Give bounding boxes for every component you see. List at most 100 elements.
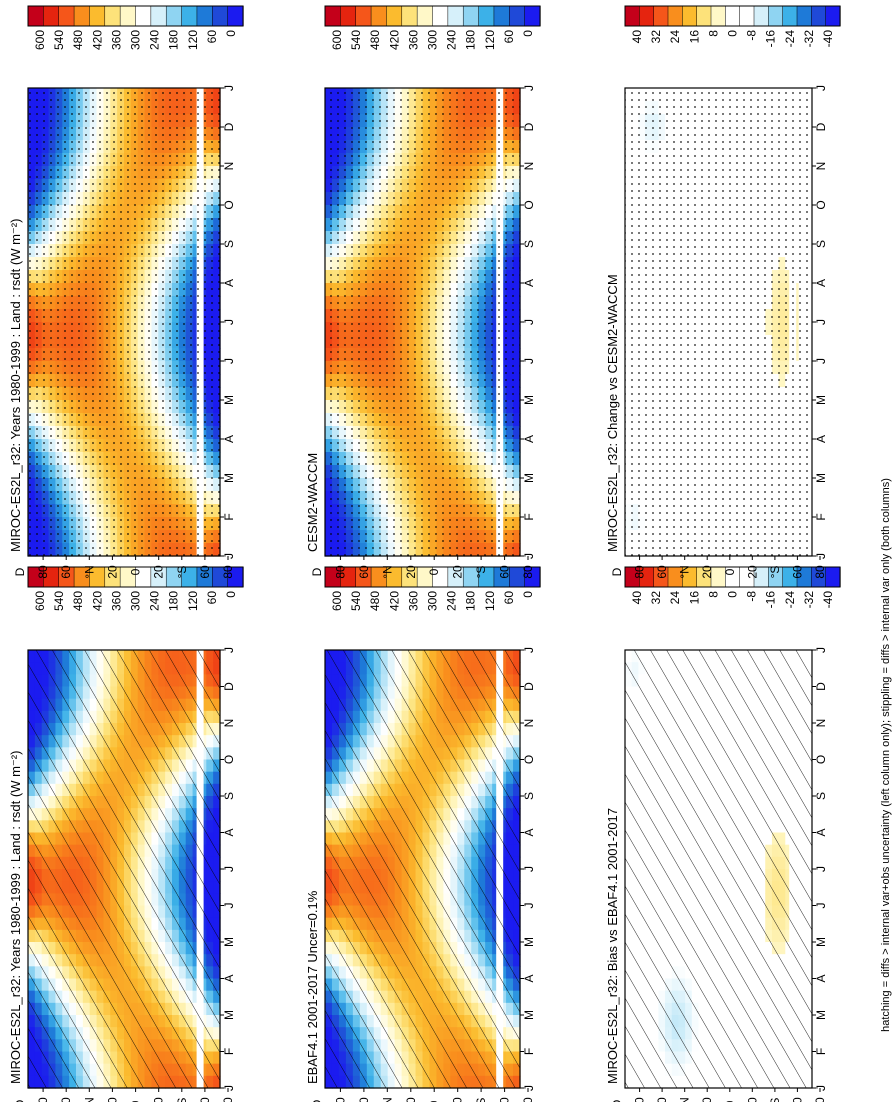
lat-tick-label: 80 [36,1097,50,1102]
month-tick-label: N [522,719,536,728]
panel-title: MIROC-ES2L_r32: Years 1980-1999 : Land :… [8,751,23,1084]
month-tick-label: A [222,974,236,982]
colorbar-swatch [525,6,541,26]
colorbar-swatch [463,6,479,26]
colorbar-label: 180 [464,591,478,611]
month-tick-label: J [222,866,236,872]
colorbar-label: 60 [502,30,516,44]
month-tick-label: J [522,866,536,872]
month-tick-label: S [522,792,536,800]
month-tick-label: J [222,903,236,909]
lat-tick-label: °N [82,1097,96,1102]
colorbar-swatch [151,6,167,26]
colorbar-label: 600 [33,30,47,50]
month-tick-label: J [222,358,236,364]
lat-tick-label: 20 [152,1097,166,1102]
month-tick-label: M [222,1010,236,1020]
colorbar-swatch [105,6,121,26]
month-tick-label: J [522,647,536,653]
panel-title: EBAF4.1 2001-2017 Uncer=0.1% [305,890,320,1084]
month-tick-label: O [222,200,236,209]
month-tick-label: J [522,358,536,364]
lat-tick-label: 20 [404,1097,418,1102]
panel-title: MIROC-ES2L_r32: Years 1980-1999 : Land :… [8,219,23,552]
colorbar-label: 480 [71,30,85,50]
colorbar-label: 480 [71,591,85,611]
lat-tick-label: 60 [498,565,512,579]
month-tick-label: F [222,1048,236,1055]
month-tick-label: M [522,937,536,947]
colorbar-swatch [182,6,198,26]
month-tick-label: D [222,122,236,131]
colorbar-swatch [28,6,44,26]
colorbar-swatch [59,6,75,26]
month-tick-label: A [222,279,236,287]
month-tick-label: M [222,395,236,405]
month-tick-label: D [522,682,536,691]
colorbar-label: 300 [426,591,440,611]
lat-tick-label: 20 [105,1097,119,1102]
colorbar-label: 540 [52,30,66,50]
colorbar-label: 300 [129,30,143,50]
month-tick-label: O [522,200,536,209]
colorbar-swatch [494,6,510,26]
month-tick-label: A [522,974,536,982]
lat-tick-label: °S [474,566,488,579]
colorbar-label: 120 [186,30,200,50]
lat-tick-label: 80 [36,565,50,579]
colorbar-swatch [74,6,90,26]
lat-tick-label: 20 [152,565,166,579]
month-tick-label: F [522,513,536,520]
colorbar-label: 120 [483,30,497,50]
lat-tick-label: 80 [221,565,235,579]
month-tick-label: F [222,513,236,520]
month-tick-label: M [522,395,536,405]
colorbar-label: 0 [521,591,535,598]
lat-tick-label: 20 [105,565,119,579]
month-tick-label: A [222,435,236,443]
colorbar-label: 0 [224,30,238,37]
month-tick-label: S [222,792,236,800]
colorbar-label: 420 [90,30,104,50]
month-tick-label: A [222,828,236,836]
lat-tick-label: 60 [198,565,212,579]
panel-4: D8060°N20020°S6080JFMAMJJASONDJMIROC-ES2… [605,567,840,1102]
colorbar-label: 300 [426,30,440,50]
month-tick-label: J [522,85,536,91]
colorbar-label: 240 [445,30,459,50]
month-tick-label: F [522,1048,536,1055]
colorbar-swatch [325,6,341,26]
lat-tick-label: 80 [521,1097,535,1102]
colorbar-swatch [340,6,356,26]
month-tick-label: N [222,719,236,728]
lat-tick-label: 80 [221,1097,235,1102]
lat-tick-label: D [13,567,27,576]
month-tick-label: J [522,553,536,559]
month-tick-label: N [522,162,536,171]
colorbar-label: 540 [349,591,363,611]
colorbar-label: 180 [464,30,478,50]
colorbar-label: 360 [109,591,123,611]
colorbar-swatch [197,6,213,26]
lat-tick-label: °S [175,1098,189,1102]
lat-tick-label: D [310,567,324,576]
colorbar-swatch [120,6,136,26]
colorbar-swatch [509,6,525,26]
colorbar-swatch [371,6,387,26]
month-tick-label: A [522,279,536,287]
colorbar-swatch [448,6,464,26]
colorbar-label: 420 [387,591,401,611]
month-tick-label: O [522,755,536,764]
lat-tick-label: 60 [498,1097,512,1102]
colorbar-label: 420 [90,591,104,611]
colorbar-label: 240 [445,591,459,611]
month-tick-label: D [222,682,236,691]
colorbar-swatch [402,6,418,26]
month-tick-label: M [222,473,236,483]
colorbar-label: 240 [148,591,162,611]
colorbar-swatch [166,6,182,26]
lat-tick-label: °N [380,565,394,578]
